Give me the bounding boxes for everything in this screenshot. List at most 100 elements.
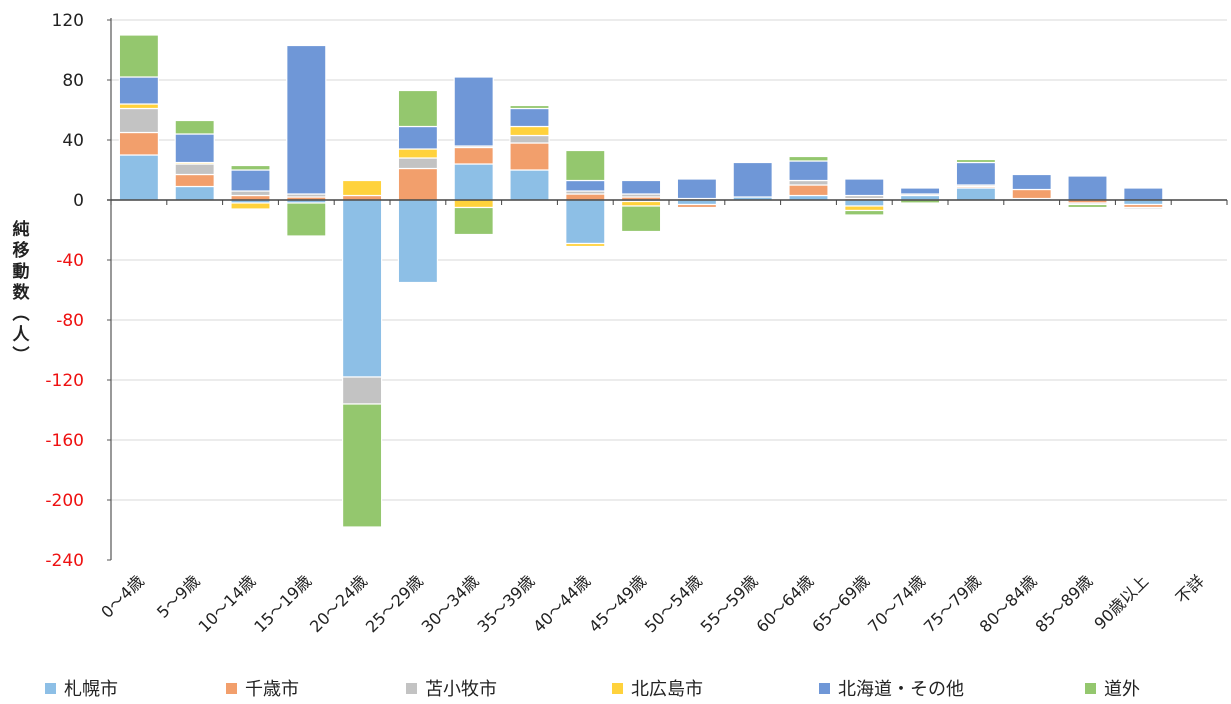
x-tick-label: 25～29歳 xyxy=(362,571,427,636)
y-tick-label: -240 xyxy=(45,551,84,571)
bar-segment xyxy=(397,125,439,150)
legend-swatch xyxy=(45,682,56,694)
bar-segment xyxy=(1067,175,1108,201)
bar-segment xyxy=(565,193,606,201)
bar-segment xyxy=(118,154,160,201)
legend-swatch xyxy=(612,682,623,694)
legend-label: 千歳市 xyxy=(245,679,299,700)
bar-segment xyxy=(230,190,271,197)
legend-label: 苫小牧市 xyxy=(425,679,497,700)
x-tick-label: 不詳 xyxy=(1172,571,1208,607)
bar-segment xyxy=(453,199,494,209)
x-tick-label: 35～39歳 xyxy=(473,571,538,636)
bar-segment xyxy=(788,155,829,162)
bar-segment xyxy=(1123,187,1164,201)
bar-segment xyxy=(453,76,494,147)
x-tick-label: 90歳以上 xyxy=(1090,571,1152,633)
bar-segment xyxy=(844,178,885,197)
bar-segment xyxy=(788,184,829,197)
y-axis-title-wrap: 純移動数（人） xyxy=(6,220,32,370)
bar-segment xyxy=(1067,203,1108,209)
bar-segment xyxy=(174,119,215,135)
legend-item: 北海道・その他 xyxy=(819,676,964,700)
bar-segment xyxy=(509,107,550,128)
x-tick-label: 20～24歳 xyxy=(306,571,371,636)
bar-segment xyxy=(453,146,494,165)
y-tick-label: 0 xyxy=(73,191,84,211)
bar-segment xyxy=(174,173,215,188)
bar-segment xyxy=(174,163,215,176)
bar-segment xyxy=(955,187,997,201)
y-tick-label: -80 xyxy=(56,311,84,331)
bar-segment xyxy=(509,104,550,110)
bar-segment xyxy=(230,169,271,192)
bar-segment xyxy=(453,163,494,201)
bar-segment xyxy=(676,178,718,200)
bar-segment xyxy=(732,161,773,198)
grid-lines xyxy=(111,19,1227,501)
y-tick-label: -120 xyxy=(45,371,84,391)
bar-segment xyxy=(397,157,439,170)
legend-swatch xyxy=(226,682,237,694)
legend-swatch xyxy=(1085,682,1096,694)
x-tick-label: 75～79歳 xyxy=(920,571,985,636)
bar-segment xyxy=(509,134,550,144)
bar-segment xyxy=(118,107,160,134)
legend-label: 北広島市 xyxy=(631,679,703,700)
y-tick-label: 40 xyxy=(62,131,84,151)
bar-segment xyxy=(620,179,662,195)
bar-segment xyxy=(230,202,271,210)
bar-segment xyxy=(286,44,327,195)
bar-segment xyxy=(788,179,829,186)
bar-segment xyxy=(509,125,550,137)
y-tick-label: -40 xyxy=(56,251,84,271)
bar-segment xyxy=(341,179,383,197)
axes xyxy=(107,18,1228,561)
y-axis-ticks: 120 80 40 0 -40 -80 -120 -160 -200 -240 xyxy=(45,11,84,571)
bar-segment xyxy=(341,403,383,528)
bar-segment xyxy=(341,199,383,378)
bar-segment xyxy=(1123,206,1164,210)
bar-segment xyxy=(397,167,439,201)
x-tick-label: 50～54歳 xyxy=(641,571,706,636)
y-tick-label: -200 xyxy=(45,491,84,511)
bar-segment xyxy=(565,179,606,192)
x-tick-label: 5～9歳 xyxy=(153,571,203,621)
x-tick-label: 65～69歳 xyxy=(808,571,873,636)
bar-segment xyxy=(955,161,997,186)
x-tick-label: 40～44歳 xyxy=(529,571,594,636)
bar-segment xyxy=(844,199,885,207)
bar-segment xyxy=(565,149,606,182)
bar-segment xyxy=(397,148,439,159)
bar-segment xyxy=(118,76,160,105)
bar-segment xyxy=(453,206,494,236)
bar-segment xyxy=(1011,188,1052,200)
bar-segment xyxy=(620,200,662,207)
bar-segment xyxy=(118,131,160,156)
legend: 札幌市 千歳市 苫小牧市 北広島市 北海道・その他 道外 xyxy=(0,676,1231,700)
bar-segment xyxy=(341,376,383,405)
x-tick-label: 85～89歳 xyxy=(1031,571,1096,636)
bar-segment xyxy=(397,199,439,284)
bar-segment xyxy=(397,89,439,128)
legend-label: 道外 xyxy=(1104,679,1140,700)
legend-item: 北広島市 xyxy=(612,676,703,700)
legend-item: 千歳市 xyxy=(226,676,299,700)
bar-segment xyxy=(174,133,215,164)
legend-item: 道外 xyxy=(1085,676,1140,700)
x-tick-label: 10～14歳 xyxy=(194,571,259,636)
x-tick-label: 45～49歳 xyxy=(585,571,650,636)
bar-segment xyxy=(565,242,606,248)
x-axis-ticks: 0～4歳 5～9歳10～14歳15～19歳20～24歳25～29歳30～34歳35… xyxy=(97,571,1208,636)
legend-item: 苫小牧市 xyxy=(406,676,497,700)
x-tick-label: 30～34歳 xyxy=(418,571,483,636)
y-tick-label: -160 xyxy=(45,431,84,451)
bar-segment xyxy=(955,158,997,164)
legend-label: 北海道・その他 xyxy=(838,679,964,700)
x-tick-label: 60～64歳 xyxy=(752,571,817,636)
bar-segment xyxy=(565,199,606,245)
bar-segment xyxy=(118,34,160,78)
bar-segment xyxy=(1011,173,1052,191)
bar-segment xyxy=(899,187,941,195)
